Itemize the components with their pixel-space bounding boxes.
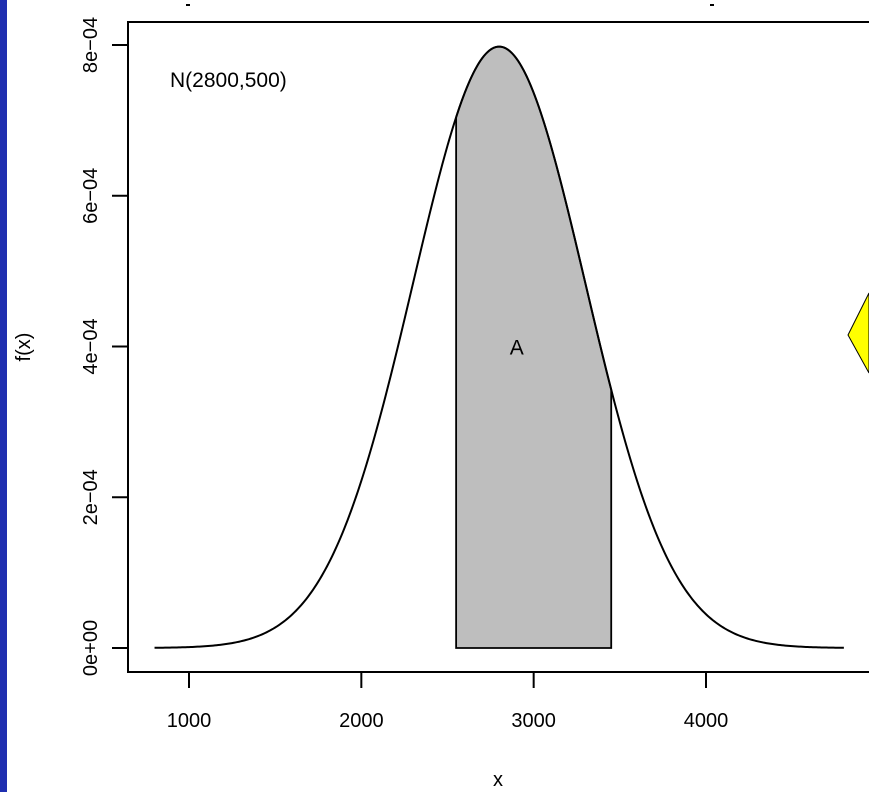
y-axis: 0e+00 2e−04 4e−04 6e−04 8e−04 <box>80 17 129 676</box>
x-tick-label: 3000 <box>511 710 556 732</box>
y-tick-label: 2e−04 <box>80 469 102 525</box>
distribution-label: N(2800,500) <box>170 69 287 92</box>
x-axis-title: x <box>493 769 503 791</box>
x-tick-label: 1000 <box>167 710 212 732</box>
shaded-region-a <box>455 45 613 649</box>
density-curve <box>154 45 844 649</box>
y-axis-title: f(x) <box>13 333 35 362</box>
x-tick-label: 2000 <box>339 710 384 732</box>
y-tick-label: 8e−04 <box>80 17 102 73</box>
callout-shape <box>847 292 869 374</box>
y-tick-label: 0e+00 <box>80 620 102 676</box>
region-label-a: A <box>510 337 524 360</box>
x-tick-label: 4000 <box>684 710 729 732</box>
y-tick-label: 4e−04 <box>80 318 102 374</box>
window-edge-bar <box>0 0 7 792</box>
y-tick-label: 6e−04 <box>80 168 102 224</box>
x-axis: 1000 2000 3000 4000 <box>167 671 729 732</box>
